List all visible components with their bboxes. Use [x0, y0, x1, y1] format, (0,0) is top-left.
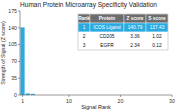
table-cell — [146, 23, 168, 32]
table-cell — [124, 41, 146, 50]
table-cell — [90, 14, 124, 23]
bar — [21, 27, 25, 95]
y-axis-label: Strength of Signal (Z score) — [0, 21, 6, 85]
table-header: Z score — [126, 16, 143, 21]
table-cell — [78, 14, 90, 23]
y-axis-line — [20, 11, 21, 95]
x-axis-line — [20, 95, 172, 96]
table-header: Protein — [99, 16, 116, 21]
x-tick-label: 10 — [66, 98, 72, 104]
y-tick-label: 105 — [8, 41, 17, 47]
table-text: 140.79 — [128, 25, 143, 30]
x-tick-label: 30 — [169, 98, 175, 104]
table: Rank Protein Z score S score 1 ICOS Ligand 140… — [78, 14, 168, 50]
table-text: 0.12 — [152, 43, 162, 48]
table-text: 2.34 — [130, 43, 140, 48]
table-header: Rank — [78, 16, 90, 21]
chart: Human Protein Microarray Specificity Val… — [0, 0, 177, 111]
table-border — [78, 14, 168, 50]
table-text: 3 — [83, 43, 86, 48]
table-text: CD205 — [100, 34, 115, 39]
y-tick — [18, 61, 20, 62]
table-cell — [78, 41, 90, 50]
table-cell — [124, 32, 146, 41]
table-cell — [90, 41, 124, 50]
y-tick — [18, 44, 20, 45]
y-tick-label: 175 — [8, 8, 17, 14]
table-cell — [90, 23, 124, 32]
table-cell — [124, 14, 146, 23]
table-cell — [90, 32, 124, 41]
y-tick-label: 70 — [11, 58, 17, 64]
table-text: 1.02 — [152, 34, 162, 39]
table-cell — [124, 23, 146, 32]
table-cell — [78, 32, 90, 41]
table-cell — [78, 23, 90, 32]
table-cell — [146, 32, 168, 41]
x-axis-label: Signal Rank — [81, 104, 111, 110]
x-tick-label: 1 — [21, 98, 24, 104]
y-tick-label: 0 — [14, 92, 17, 98]
table-header: S score — [148, 16, 166, 21]
y-tick — [18, 95, 20, 96]
table-cell — [146, 41, 168, 50]
y-tick — [18, 11, 20, 12]
y-tick — [18, 78, 20, 79]
table-cell — [146, 14, 168, 23]
bars — [21, 27, 35, 95]
table-text: 1 — [83, 25, 86, 30]
y-tick — [18, 27, 20, 28]
table-text: 2 — [83, 34, 86, 39]
table-text: EGFR — [100, 43, 114, 48]
table-text: ICOS Ligand — [93, 25, 121, 30]
y-tick-label: 140 — [8, 25, 17, 31]
y-tick-label: 35 — [11, 75, 17, 81]
table-text: 137.43 — [150, 25, 165, 30]
table-text: 3.36 — [130, 34, 140, 39]
title: Human Protein Microarray Specificity Val… — [20, 1, 157, 9]
x-tick-label: 20 — [118, 98, 124, 104]
